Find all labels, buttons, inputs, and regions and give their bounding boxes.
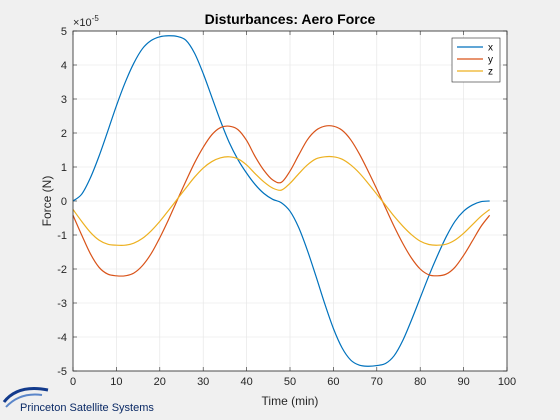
- x-tick-label: 80: [414, 376, 426, 388]
- legend-label-x: x: [488, 43, 493, 54]
- y-tick-label: 4: [61, 60, 67, 72]
- x-tick-label: 50: [284, 376, 296, 388]
- x-tick-label: 40: [240, 376, 252, 388]
- y-tick-label: -1: [57, 230, 67, 242]
- y-tick-label: -2: [57, 264, 67, 276]
- legend-label-y: y: [488, 55, 493, 66]
- x-tick-label: 100: [498, 376, 516, 388]
- y-tick-label: 5: [61, 26, 67, 38]
- y-tick-label: 3: [61, 94, 67, 106]
- x-tick-label: 60: [327, 376, 339, 388]
- y-exponent-label: ×10-5: [73, 14, 99, 29]
- y-tick-label: 1: [61, 162, 67, 174]
- legend[interactable]: xyz: [452, 38, 500, 82]
- chart-title: Disturbances: Aero Force: [205, 11, 376, 27]
- y-tick-label: -5: [57, 366, 67, 378]
- y-tick-label: 2: [61, 128, 67, 140]
- y-tick-label: -4: [57, 332, 67, 344]
- x-axis-label: Time (min): [262, 394, 319, 408]
- legend-label-z: z: [488, 67, 493, 78]
- logo: Princeton Satellite Systems: [4, 389, 154, 415]
- company-name: Princeton Satellite Systems: [20, 402, 154, 414]
- y-axis-label: Force (N): [40, 176, 54, 227]
- x-tick-label: 0: [70, 376, 76, 388]
- x-tick-label: 90: [457, 376, 469, 388]
- x-tick-label: 30: [197, 376, 209, 388]
- y-tick-label: -3: [57, 298, 67, 310]
- x-tick-label: 70: [371, 376, 383, 388]
- x-tick-label: 10: [110, 376, 122, 388]
- y-tick-label: 0: [61, 196, 67, 208]
- x-tick-label: 20: [154, 376, 166, 388]
